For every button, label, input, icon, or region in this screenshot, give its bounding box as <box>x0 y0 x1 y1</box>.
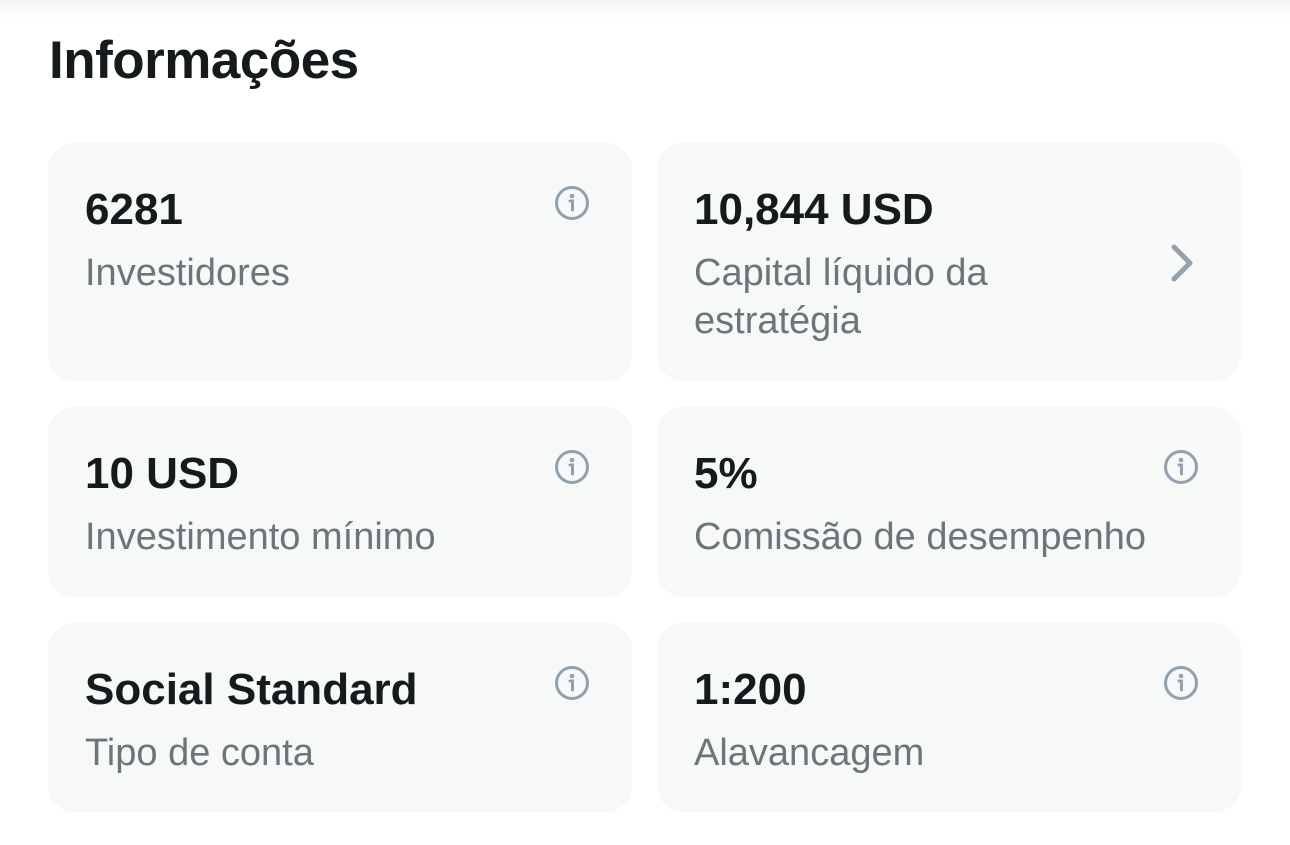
card-strategy-equity[interactable]: 10,844 USD Capital líquido da estratégia <box>657 143 1241 381</box>
top-edge <box>0 0 1290 22</box>
card-performance-fee: 5% Comissão de desempenho <box>657 407 1241 597</box>
info-icon[interactable] <box>554 185 590 221</box>
info-icon[interactable] <box>1163 665 1199 701</box>
card-min-investment: 10 USD Investimento mínimo <box>48 407 632 597</box>
card-label: Tipo de conta <box>85 732 314 774</box>
card-leverage: 1:200 Alavancagem <box>657 623 1241 812</box>
card-value: 1:200 <box>694 665 807 714</box>
info-icon[interactable] <box>554 449 590 485</box>
card-value: 10,844 USD <box>694 185 934 234</box>
info-icon[interactable] <box>554 665 590 701</box>
card-label: Investidores <box>85 252 290 294</box>
card-value: 5% <box>694 449 758 498</box>
section-title: Informações <box>49 31 359 90</box>
card-account-type: Social Standard Tipo de conta <box>48 623 632 812</box>
info-icon[interactable] <box>1163 449 1199 485</box>
card-value: 6281 <box>85 185 183 234</box>
card-label: Comissão de desempenho <box>694 516 1147 558</box>
chevron-right-icon[interactable] <box>1162 239 1202 289</box>
card-value: Social Standard <box>85 665 418 714</box>
card-value: 10 USD <box>85 449 240 498</box>
card-label: Investimento mínimo <box>85 516 436 558</box>
card-investors: 6281 Investidores <box>48 143 632 381</box>
card-label: Alavancagem <box>694 732 925 774</box>
card-label: Capital líquido da estratégia <box>694 252 988 342</box>
